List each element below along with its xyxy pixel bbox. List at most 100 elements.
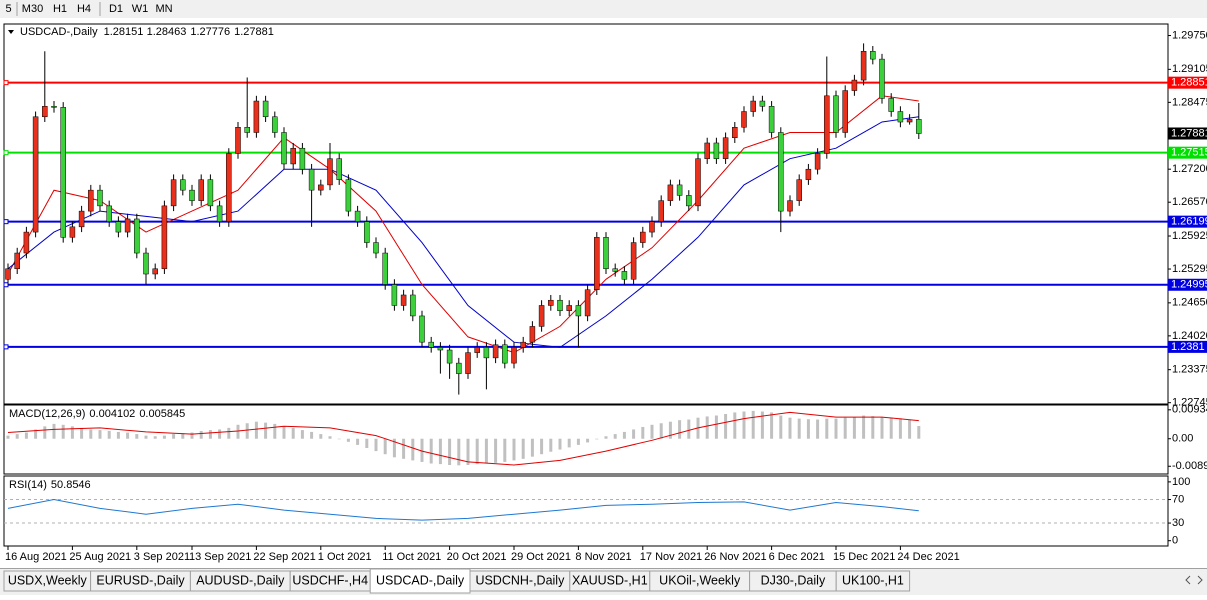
rsi-header: RSI(14) 50.8546 xyxy=(9,479,91,491)
candle-body xyxy=(483,347,490,359)
rsi-value: 50.8546 xyxy=(51,479,91,491)
y-tick-label: 1.26570 xyxy=(1172,196,1207,208)
level-label: 1.24995 xyxy=(1171,279,1207,291)
level-label: 1.26199 xyxy=(1171,216,1207,228)
x-tick-label: 1 Oct 2021 xyxy=(318,551,372,563)
macd-bar xyxy=(650,424,654,439)
chart-tab-label[interactable]: USDCHF-,H4 xyxy=(292,573,368,587)
timeframe-button[interactable]: M30 xyxy=(22,3,43,15)
tab-scroll-left[interactable] xyxy=(1185,575,1191,585)
timeframe-button[interactable]: H1 xyxy=(53,3,67,15)
candle-body xyxy=(778,132,784,212)
chart-title: USDCAD-,Daily xyxy=(20,26,98,38)
candle-body xyxy=(870,51,876,60)
moving-average xyxy=(7,116,919,348)
timeframe-button[interactable]: H4 xyxy=(77,3,91,15)
y-tick-label: 1.24020 xyxy=(1172,330,1207,342)
timeframe-button[interactable]: 5 xyxy=(5,3,11,15)
chart-tab-label[interactable]: XAUUSD-,H1 xyxy=(572,573,648,587)
candle-body xyxy=(768,106,775,133)
macd-bar xyxy=(346,438,350,442)
candle-body xyxy=(916,119,922,134)
candle-body xyxy=(253,100,260,133)
macd-bar xyxy=(889,417,893,439)
candle-body xyxy=(888,98,894,112)
macd-bar xyxy=(779,415,783,439)
macd-main-value: 0.004102 xyxy=(89,408,135,420)
chart-tab[interactable] xyxy=(835,570,911,592)
chart-tab-label[interactable]: AUDUSD-,Daily xyxy=(196,573,285,587)
candle-body xyxy=(805,168,812,180)
macd-bar xyxy=(273,423,277,439)
candle-body xyxy=(134,218,140,254)
macd-bar xyxy=(172,434,176,439)
chart-tab-label[interactable]: EURUSD-,Daily xyxy=(96,573,185,587)
rsi-pane xyxy=(3,475,1169,547)
macd-bar xyxy=(724,413,728,439)
level-tag xyxy=(1168,340,1207,353)
macd-bar xyxy=(466,438,470,466)
macd-bar xyxy=(742,411,746,439)
candle-body xyxy=(88,189,94,212)
level-tag xyxy=(1168,76,1207,89)
x-tick-label: 6 Dec 2021 xyxy=(769,551,825,563)
macd-bar xyxy=(153,436,157,439)
tab-scroll-right[interactable] xyxy=(1197,575,1203,585)
candle-body xyxy=(649,221,655,233)
macd-bar xyxy=(190,432,194,439)
timeframe-button[interactable]: MN xyxy=(155,3,172,15)
y-tick-label: 1.23375 xyxy=(1172,364,1207,376)
macd-bar xyxy=(558,438,562,450)
chart-tab-label[interactable]: USDX,Weekly xyxy=(8,573,88,587)
macd-bar xyxy=(300,430,304,439)
macd-bar xyxy=(604,436,608,439)
candle-body xyxy=(336,158,342,180)
macd-bar xyxy=(595,438,599,440)
candle-body xyxy=(143,252,149,275)
candle-body xyxy=(419,315,425,343)
candle-body xyxy=(207,179,214,207)
candle-body xyxy=(502,344,508,364)
macd-bar xyxy=(503,438,507,462)
close-value: 1.27881 xyxy=(234,26,274,38)
candle-body xyxy=(391,284,398,306)
pane-menu-icon[interactable] xyxy=(8,30,14,34)
macd-bar xyxy=(678,420,682,439)
candle-body xyxy=(327,158,333,186)
y-tick-label: 30 xyxy=(1172,517,1184,529)
chart-tab-label[interactable]: DJ30-,Daily xyxy=(761,573,826,587)
macd-bar xyxy=(834,418,838,439)
timeframe-button[interactable]: D1 xyxy=(109,3,123,15)
y-tick-label: 1.29105 xyxy=(1172,63,1207,75)
chart-tab-label[interactable]: UK100-,H1 xyxy=(842,573,904,587)
chart-header: USDCAD-,Daily 1.28151 1.28463 1.27776 1.2788… xyxy=(20,26,274,38)
macd-bar xyxy=(549,438,553,452)
timeframe-button[interactable]: W1 xyxy=(132,3,149,15)
chart-tab-label[interactable]: USDCAD-,Daily xyxy=(376,573,465,587)
macd-bar xyxy=(438,438,442,465)
chart-tab-label[interactable]: UKOil-,Weekly xyxy=(659,573,741,587)
y-tick-label: 1.22745 xyxy=(1172,397,1207,409)
level-handle xyxy=(3,344,9,350)
candle-body xyxy=(814,153,821,170)
candle-body xyxy=(14,252,20,270)
macd-bar xyxy=(751,410,755,439)
current-price-tag xyxy=(1168,127,1207,140)
macd-bar xyxy=(374,438,378,452)
chart-tab[interactable] xyxy=(369,568,471,594)
y-tick-label: 1.25925 xyxy=(1172,230,1207,242)
candle-body xyxy=(713,142,720,159)
candle-body xyxy=(640,231,646,243)
candle-body xyxy=(897,111,904,123)
macd-bar xyxy=(521,438,525,459)
candle-body xyxy=(695,158,701,207)
macd-bar xyxy=(199,430,203,439)
candle-body xyxy=(216,205,223,222)
macd-bar xyxy=(319,434,323,439)
macd-bar xyxy=(6,435,10,439)
chart-tab-label[interactable]: USDCNH-,Daily xyxy=(475,573,565,587)
macd-bar xyxy=(107,430,111,439)
candle-body xyxy=(161,205,168,270)
y-tick-label: 100 xyxy=(1172,476,1190,488)
